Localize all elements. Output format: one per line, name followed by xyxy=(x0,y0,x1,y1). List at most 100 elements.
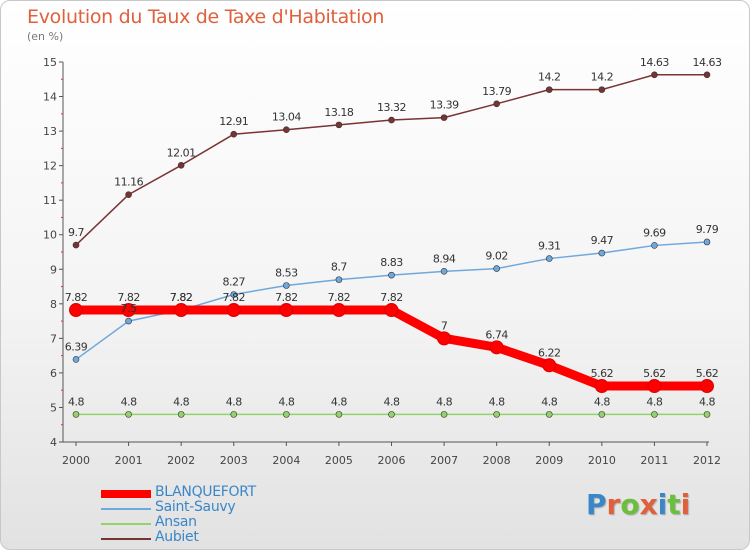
data-label: 8.53 xyxy=(275,267,298,280)
data-label: 12.01 xyxy=(167,146,196,159)
data-label: 7.82 xyxy=(328,291,351,304)
data-point xyxy=(283,282,290,289)
data-label: 4.8 xyxy=(699,395,715,408)
data-label: 4.8 xyxy=(541,395,557,408)
data-point xyxy=(384,303,399,318)
data-label: 13.32 xyxy=(377,101,406,114)
data-point xyxy=(594,379,609,394)
proxiti-logo: Proxiti xyxy=(586,488,691,521)
data-label: 4.8 xyxy=(68,395,84,408)
legend-swatch xyxy=(101,523,151,525)
x-tick-label: 2011 xyxy=(640,454,668,467)
data-label: 12.91 xyxy=(219,115,248,128)
x-tick-label: 2012 xyxy=(693,454,721,467)
data-point xyxy=(177,161,185,169)
y-tick-label: 9 xyxy=(50,263,57,276)
data-point xyxy=(388,116,395,124)
data-label: 6.74 xyxy=(485,328,508,341)
data-label: 9.79 xyxy=(696,223,719,236)
data-label: 4.8 xyxy=(489,395,505,408)
x-tick-label: 2004 xyxy=(272,454,300,467)
x-tick-label: 2005 xyxy=(325,454,353,467)
data-point xyxy=(440,114,448,121)
legend-label: Ansan xyxy=(155,514,197,530)
data-point xyxy=(121,303,136,318)
y-tick-label: 12 xyxy=(43,160,57,173)
data-label: 7.82 xyxy=(275,291,298,304)
x-tick-label: 2009 xyxy=(535,454,563,467)
y-tick-label: 11 xyxy=(43,194,57,207)
data-label: 14.2 xyxy=(538,71,561,84)
data-label: 8.7 xyxy=(331,261,347,274)
data-label: 9.02 xyxy=(485,250,508,263)
data-point xyxy=(174,303,189,318)
data-point xyxy=(279,303,294,318)
data-point xyxy=(283,411,290,418)
data-point xyxy=(598,411,606,418)
legend-swatch xyxy=(101,490,151,498)
x-tick-label: 2001 xyxy=(115,454,143,467)
data-label: 4.8 xyxy=(594,395,610,408)
data-point xyxy=(703,238,711,246)
data-label: 8.27 xyxy=(223,275,246,288)
x-tick-label: 2008 xyxy=(483,454,511,467)
y-tick-label: 4 xyxy=(50,436,57,449)
data-point xyxy=(335,121,343,129)
data-label: 7 xyxy=(441,319,448,332)
data-label: 8.83 xyxy=(380,256,403,269)
data-point xyxy=(230,291,238,298)
data-point xyxy=(545,411,553,418)
x-tick-label: 2006 xyxy=(378,454,406,467)
data-point xyxy=(72,411,80,418)
data-label: 4.8 xyxy=(436,395,452,408)
data-point xyxy=(72,356,80,363)
data-label: 8.94 xyxy=(433,252,456,265)
data-label: 5.62 xyxy=(643,367,666,380)
data-point xyxy=(125,191,132,198)
data-point xyxy=(493,265,500,272)
data-point xyxy=(69,303,83,318)
data-point xyxy=(335,276,343,283)
data-label: 5.62 xyxy=(696,367,719,380)
data-point xyxy=(489,340,504,355)
x-tick-label: 2000 xyxy=(62,454,90,467)
x-tick-label: 2007 xyxy=(430,454,458,467)
data-point xyxy=(647,379,662,394)
data-label: 4.8 xyxy=(121,395,137,408)
data-point xyxy=(651,71,658,79)
data-point xyxy=(177,411,185,418)
data-label: 9.7 xyxy=(68,226,84,239)
data-point xyxy=(493,100,500,108)
data-point xyxy=(542,358,557,373)
data-label: 7.82 xyxy=(380,291,403,304)
data-label: 4.8 xyxy=(646,395,662,408)
data-label: 6.39 xyxy=(65,340,88,353)
data-point xyxy=(493,411,500,418)
data-label: 7.5 xyxy=(121,302,137,315)
legend-swatch xyxy=(101,508,151,510)
data-point xyxy=(703,411,711,418)
data-point xyxy=(440,411,448,418)
data-point xyxy=(703,71,711,79)
data-point xyxy=(545,255,553,262)
data-label: 9.69 xyxy=(643,226,666,239)
y-tick-label: 10 xyxy=(43,229,57,242)
data-point xyxy=(545,86,553,93)
y-tick-label: 6 xyxy=(50,367,57,380)
legend-swatch xyxy=(101,538,151,540)
data-label: 4.8 xyxy=(226,395,242,408)
data-point xyxy=(125,317,132,325)
data-point xyxy=(331,303,346,318)
data-label: 14.63 xyxy=(640,56,669,69)
y-tick-label: 5 xyxy=(50,401,57,414)
data-point xyxy=(651,411,658,418)
data-label: 13.04 xyxy=(272,111,301,124)
data-label: 4.8 xyxy=(331,395,347,408)
data-label: 14.63 xyxy=(693,56,722,69)
data-label: 7.82 xyxy=(170,291,193,304)
data-point xyxy=(388,271,395,279)
data-label: 13.18 xyxy=(324,106,353,119)
legend-label: Saint-Sauvy xyxy=(155,499,236,515)
data-label: 11.16 xyxy=(114,176,143,189)
